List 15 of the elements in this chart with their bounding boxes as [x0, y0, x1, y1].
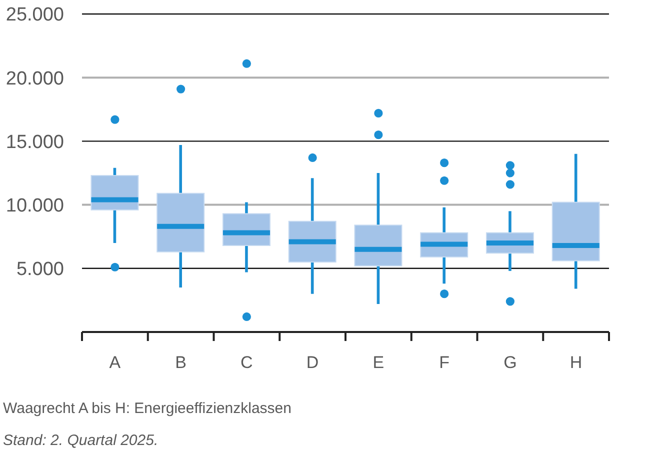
y-tick-label: 5.000: [16, 259, 64, 280]
y-tick-label: 15.000: [6, 132, 64, 153]
x-tick-label: C: [240, 352, 253, 372]
y-tick-label: 10.000: [6, 196, 64, 217]
x-tick-label: A: [109, 352, 122, 372]
x-tick-label: F: [439, 352, 450, 372]
text: Waagrecht A bis H: Energieeffizienzklassen: [3, 399, 292, 419]
x-tick-label: H: [570, 352, 582, 372]
x-tick-label: D: [306, 352, 319, 372]
y-tick-label: 20.000: [6, 68, 64, 90]
y-tick-label: 25.000: [6, 4, 64, 26]
x-tick-label: E: [372, 352, 384, 372]
x-tick-label: G: [504, 352, 517, 372]
x-tick-label: B: [175, 352, 186, 372]
text: Stand: 2. Quartal 2025.: [3, 431, 158, 451]
